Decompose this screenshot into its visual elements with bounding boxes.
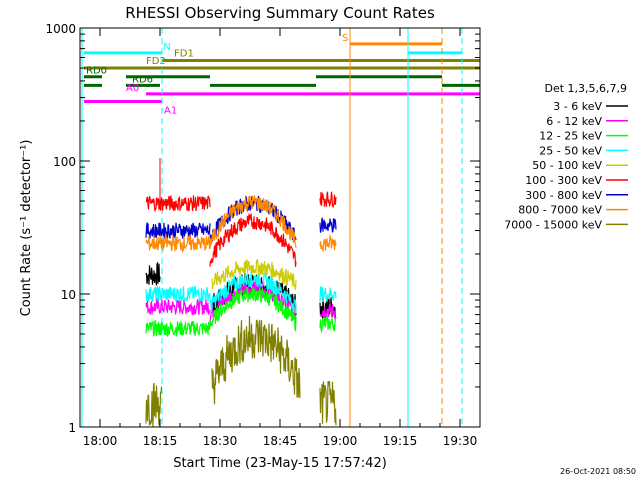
flag-label-a0: A0 xyxy=(126,83,139,94)
legend-label: 300 - 800 keV xyxy=(525,189,602,202)
series-line-5 xyxy=(209,212,297,267)
legend-label: 7000 - 15000 keV xyxy=(504,218,602,231)
flag-label-fd2: FD2 xyxy=(146,56,166,67)
legend-label: 12 - 25 keV xyxy=(539,130,602,143)
x-tick-label: 18:45 xyxy=(263,434,298,448)
legend-title: Det 1,3,5,6,7,9 xyxy=(544,82,627,95)
series-line-4 xyxy=(211,259,297,290)
y-axis-ticks: 1 10 100 1000 xyxy=(45,22,480,435)
x-tick-label: 18:30 xyxy=(203,434,238,448)
series-line-7 xyxy=(145,234,211,254)
series-line-3 xyxy=(209,271,297,314)
series-line-2 xyxy=(145,320,211,337)
series-line-6 xyxy=(319,217,337,233)
event-lines xyxy=(81,28,463,427)
flag-label-fd1: FD1 xyxy=(174,48,194,59)
flag-label-rd6: RD6 xyxy=(132,74,153,85)
x-tick-label: 19:00 xyxy=(323,434,358,448)
y-tick-label: 10 xyxy=(61,288,76,302)
flag-label-s: S xyxy=(342,33,348,44)
series-line-0 xyxy=(145,261,161,286)
series-line-5 xyxy=(319,191,337,209)
legend-label: 50 - 100 keV xyxy=(532,159,602,172)
footer-timestamp: 26-Oct-2021 08:50 xyxy=(560,467,636,476)
flag-label-rd0: RD0 xyxy=(86,66,107,77)
series-line-2 xyxy=(319,314,337,334)
legend: Det 1,3,5,6,7,9 3 - 6 keV 6 - 12 keV 12 - … xyxy=(504,82,628,231)
series-traces xyxy=(145,158,337,427)
flag-label-n: N xyxy=(163,42,170,53)
x-tick-label: 18:00 xyxy=(83,434,118,448)
y-tick-label: 100 xyxy=(53,155,76,169)
series-line-5 xyxy=(145,194,211,212)
series-line-7 xyxy=(209,195,297,249)
x-tick-label: 19:30 xyxy=(443,434,478,448)
x-tick-label: 19:15 xyxy=(383,434,418,448)
series-line-8 xyxy=(145,382,163,427)
legend-label: 3 - 6 keV xyxy=(553,100,602,113)
series-line-6 xyxy=(145,222,211,239)
series-line-3 xyxy=(319,286,337,302)
x-tick-label: 18:15 xyxy=(143,434,178,448)
legend-label: 6 - 12 keV xyxy=(546,115,602,128)
series-line-1 xyxy=(319,303,337,320)
series-line-2 xyxy=(209,286,297,333)
x-axis-ticks: 18:00 18:15 18:30 18:45 19:00 19:15 19:30 xyxy=(83,28,481,448)
y-axis-label: Count Rate (s⁻¹ detector⁻¹) xyxy=(19,140,34,317)
series-line-8 xyxy=(211,315,301,405)
legend-label: 100 - 300 keV xyxy=(525,174,602,187)
flag-label-a1: A1 xyxy=(164,106,177,117)
y-tick-label: 1000 xyxy=(45,22,76,36)
legend-label: 25 - 50 keV xyxy=(539,144,602,157)
chart-title: RHESSI Observing Summary Count Rates xyxy=(125,4,435,22)
series-line-3 xyxy=(145,285,211,303)
legend-label: 800 - 7000 keV xyxy=(518,204,602,217)
series-line-1 xyxy=(145,297,211,316)
series-line-8 xyxy=(319,380,337,426)
x-axis-label: Start Time (23-May-15 17:57:42) xyxy=(173,456,387,471)
series-line-7 xyxy=(319,234,337,252)
y-tick-label: 1 xyxy=(68,421,76,435)
